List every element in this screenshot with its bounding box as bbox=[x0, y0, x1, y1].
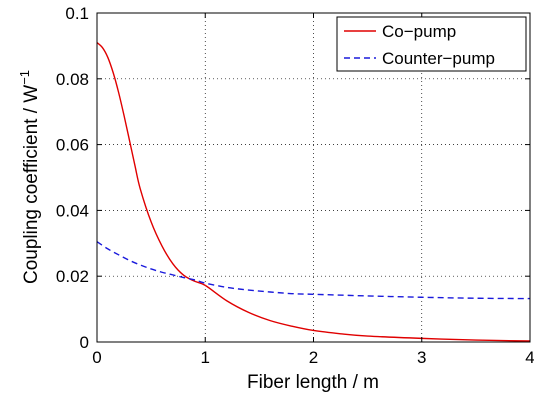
x-tick-label: 0 bbox=[92, 348, 101, 367]
y-tick-label: 0 bbox=[80, 333, 89, 352]
x-tick-label: 3 bbox=[417, 348, 426, 367]
y-tick-label: 0.04 bbox=[56, 201, 89, 220]
y-tick-label: 0.06 bbox=[56, 136, 89, 155]
y-axis-label-text: Coupling coefficient / W bbox=[21, 85, 42, 284]
legend-label-counter-pump: Counter−pump bbox=[382, 49, 495, 68]
y-axis-label-exponent: −1 bbox=[17, 70, 32, 85]
x-tick-label: 4 bbox=[525, 348, 534, 367]
x-axis-label: Fiber length / m bbox=[247, 372, 379, 393]
x-tick-label: 2 bbox=[309, 348, 318, 367]
y-tick-label: 0.02 bbox=[56, 267, 89, 286]
legend: Co−pump Counter−pump bbox=[337, 17, 526, 71]
y-tick-label: 0.1 bbox=[65, 4, 89, 23]
legend-label-co-pump: Co−pump bbox=[382, 22, 456, 41]
y-tick-label: 0.08 bbox=[56, 70, 89, 89]
y-axis-label: Coupling coefficient / W−1 bbox=[17, 70, 42, 284]
x-tick-label: 1 bbox=[201, 348, 210, 367]
